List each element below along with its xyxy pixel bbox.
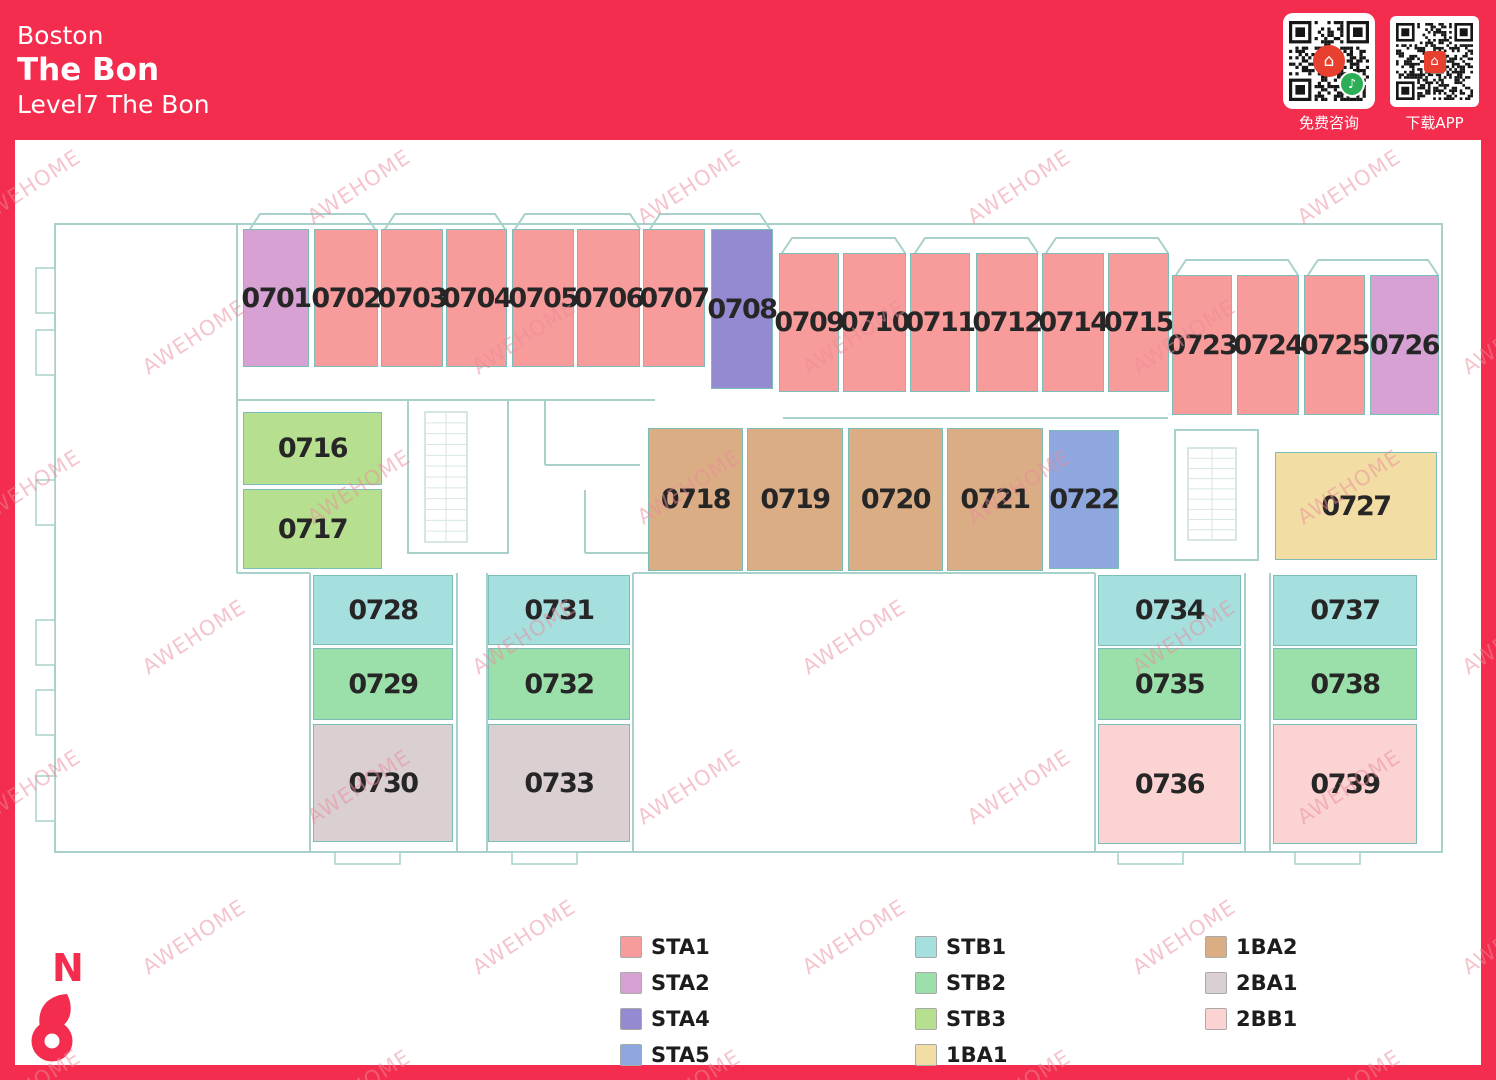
qr-code-app	[1396, 23, 1473, 100]
channels-badge-icon: ♪	[1339, 71, 1365, 97]
legend-item-STA4: STA4	[620, 1007, 710, 1031]
legend-swatch	[1205, 936, 1227, 958]
unit-0738[interactable]: 0738	[1273, 648, 1417, 720]
unit-0728[interactable]: 0728	[313, 575, 453, 645]
legend-item-STB2: STB2	[915, 971, 1006, 995]
building-name: The Bon	[17, 52, 160, 88]
unit-0707[interactable]: 0707	[639, 229, 710, 367]
unit-0739[interactable]: 0739	[1273, 724, 1417, 844]
legend-item-STB3: STB3	[915, 1007, 1006, 1031]
unit-0720[interactable]: 0720	[848, 428, 943, 571]
legend-label: STB2	[946, 971, 1007, 995]
legend-item-STB1: STB1	[915, 935, 1006, 959]
north-label: N	[52, 946, 84, 990]
unit-0721[interactable]: 0721	[947, 428, 1043, 571]
unit-0711[interactable]: 0711	[905, 253, 976, 392]
unit-0724[interactable]: 0724	[1233, 275, 1304, 415]
unit-0722[interactable]: 0722	[1049, 430, 1120, 569]
legend-item-STA1: STA1	[620, 935, 710, 959]
legend-swatch	[620, 936, 642, 958]
qr-consult-label: 免费咨询	[1298, 114, 1359, 132]
unit-0703[interactable]: 0703	[377, 229, 448, 367]
awehome-logo-icon: ⌂	[1423, 50, 1446, 73]
unit-0731[interactable]: 0731	[488, 575, 630, 645]
qr-app-label: 下载APP	[1405, 114, 1464, 132]
unit-0710[interactable]: 0710	[840, 253, 911, 392]
header-text: Boston The Bon Level7 The Bon	[17, 20, 210, 121]
unit-0704[interactable]: 0704	[442, 229, 513, 367]
unit-0725[interactable]: 0725	[1300, 275, 1371, 415]
legend-label: 1BA1	[946, 1043, 1008, 1067]
legend-swatch	[1205, 1008, 1227, 1030]
legend-label: STB3	[946, 1007, 1007, 1031]
legend-item-1BA2: 1BA2	[1205, 935, 1297, 959]
unit-0715[interactable]: 0715	[1104, 253, 1175, 392]
unit-0726[interactable]: 0726	[1370, 275, 1441, 415]
unit-0701[interactable]: 0701	[241, 229, 312, 367]
unit-0727[interactable]: 0727	[1275, 452, 1437, 560]
awehome-logo-icon: ⌂	[1313, 45, 1345, 77]
unit-0729[interactable]: 0729	[313, 648, 453, 720]
legend-label: STA2	[651, 971, 710, 995]
legend-swatch	[915, 936, 937, 958]
legend-swatch	[620, 1008, 642, 1030]
unit-0706[interactable]: 0706	[574, 229, 645, 367]
legend-label: 2BB1	[1236, 1007, 1298, 1031]
legend-label: STA1	[651, 935, 710, 959]
legend-item-2BB1: 2BB1	[1205, 1007, 1297, 1031]
unit-0723[interactable]: 0723	[1167, 275, 1238, 415]
legend-item-STA2: STA2	[620, 971, 710, 995]
unit-0719[interactable]: 0719	[747, 428, 843, 571]
unit-0708[interactable]: 0708	[707, 229, 778, 389]
header: Boston The Bon Level7 The Bon	[0, 0, 1496, 140]
unit-0712[interactable]: 0712	[972, 253, 1043, 392]
north-compass-icon	[31, 994, 73, 1062]
legend-label: 1BA2	[1236, 935, 1298, 959]
unit-0716[interactable]: 0716	[243, 412, 382, 485]
qr-card-app: ⌂	[1390, 16, 1479, 107]
city-label: Boston	[17, 21, 104, 50]
legend-swatch	[620, 1044, 642, 1066]
unit-0730[interactable]: 0730	[313, 724, 453, 842]
unit-0737[interactable]: 0737	[1273, 575, 1417, 646]
unit-0736[interactable]: 0736	[1098, 724, 1241, 844]
unit-0735[interactable]: 0735	[1098, 648, 1241, 720]
legend-swatch	[915, 1044, 937, 1066]
legend-item-1BA1: 1BA1	[915, 1043, 1007, 1067]
legend-label: STA5	[651, 1043, 710, 1067]
unit-0732[interactable]: 0732	[488, 648, 630, 720]
unit-0709[interactable]: 0709	[774, 253, 845, 392]
legend-label: 2BA1	[1236, 971, 1298, 995]
unit-0717[interactable]: 0717	[243, 489, 382, 569]
qr-card-consult: ⌂ ♪	[1283, 13, 1375, 109]
legend-label: STA4	[651, 1007, 710, 1031]
unit-0733[interactable]: 0733	[488, 724, 630, 842]
legend-swatch	[620, 972, 642, 994]
level-label: Level7 The Bon	[17, 90, 210, 119]
legend-item-STA5: STA5	[620, 1043, 710, 1067]
unit-0705[interactable]: 0705	[508, 229, 579, 367]
unit-0718[interactable]: 0718	[648, 428, 743, 571]
legend-label: STB1	[946, 935, 1007, 959]
legend-item-2BA1: 2BA1	[1205, 971, 1297, 995]
legend-swatch	[915, 972, 937, 994]
unit-0702[interactable]: 0702	[311, 229, 382, 367]
legend-swatch	[1205, 972, 1227, 994]
legend-swatch	[915, 1008, 937, 1030]
unit-0714[interactable]: 0714	[1038, 253, 1109, 392]
unit-0734[interactable]: 0734	[1098, 575, 1241, 646]
